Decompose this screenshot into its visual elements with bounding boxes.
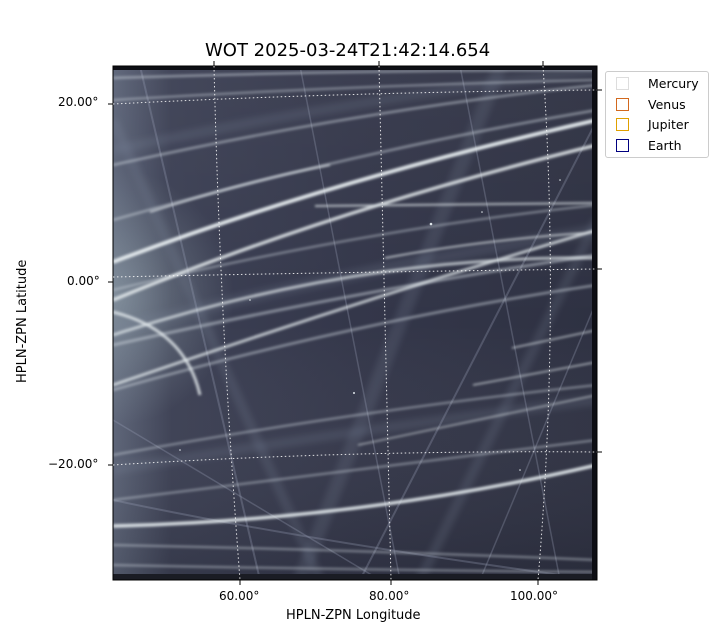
legend: Mercury Venus Jupiter Earth [605, 71, 709, 158]
legend-label: Earth [648, 138, 682, 153]
earth-swatch [616, 139, 629, 152]
x-axis-label: HPLN-ZPN Longitude [286, 608, 421, 623]
axis-ticks [108, 61, 602, 585]
legend-label: Venus [648, 97, 686, 112]
coordinate-grid [113, 66, 597, 580]
x-tick-label: 100.00° [510, 589, 558, 603]
axes-frame [112, 65, 598, 581]
venus-swatch [616, 98, 629, 111]
sky-image [113, 66, 597, 580]
x-tick-label: 80.00° [369, 589, 410, 603]
plot-title: WOT 2025-03-24T21:42:14.654 [205, 40, 491, 61]
x-tick-label: 60.00° [219, 589, 260, 603]
legend-label: Mercury [648, 76, 699, 91]
legend-label: Jupiter [648, 117, 689, 132]
y-tick-label: 20.00° [58, 95, 99, 109]
y-tick-label: −20.00° [48, 457, 99, 471]
jupiter-swatch [616, 118, 629, 131]
y-tick-label: 0.00° [67, 274, 100, 288]
mercury-swatch [616, 77, 629, 90]
